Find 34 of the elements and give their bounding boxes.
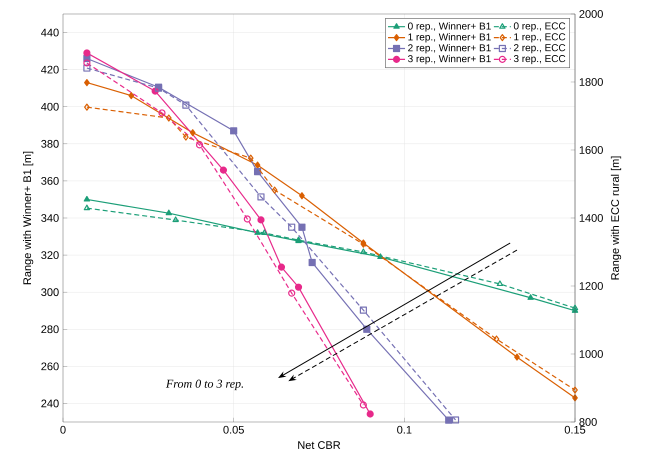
y-tick-label: 380 — [41, 140, 59, 148]
y-tick-label: 340 — [41, 214, 59, 222]
legend-label: 2 rep., Winner+ B1 — [408, 44, 491, 54]
legend-label: 0 rep., Winner+ B1 — [408, 22, 491, 32]
y2-tick-label: 1000 — [580, 350, 603, 358]
y2-tick-label: 1800 — [580, 78, 603, 86]
x-tick-label: 0.1 — [397, 426, 412, 434]
y-tick-label: 240 — [41, 400, 59, 408]
legend-label: 3 rep., ECC — [514, 55, 566, 64]
x-tick-label: 0.05 — [223, 426, 244, 434]
x-axis-title: Net CBR — [298, 441, 340, 449]
x-tick-label: 0 — [60, 426, 66, 434]
y-tick-label: 320 — [41, 251, 59, 259]
y-tick-label: 260 — [41, 362, 59, 370]
annotation: From 0 to 3 rep. — [166, 380, 243, 390]
legend-label: 3 rep., Winner+ B1 — [408, 54, 491, 64]
legend-label: 1 rep., Winner+ B1 — [408, 33, 491, 42]
y2-tick-label: 2000 — [579, 10, 603, 18]
y2-tick-label: 1400 — [580, 214, 603, 222]
y-axis-title: Range with Winner+ B1 [m] — [22, 152, 34, 284]
y2-axis-title: Range with ECC rural [m] — [610, 156, 622, 280]
y-tick-label: 280 — [41, 325, 59, 334]
y-tick-label: 300 — [41, 288, 59, 296]
legend-label: 1 rep., ECC — [514, 33, 566, 42]
y2-tick-label: 1600 — [580, 146, 603, 154]
y-tick-label: 440 — [41, 28, 59, 36]
legend-label: 0 rep., ECC — [514, 22, 566, 32]
legend-label: 2 rep., ECC — [514, 44, 566, 54]
y-tick-label: 360 — [41, 177, 59, 185]
y-tick-label: 400 — [41, 102, 59, 111]
y2-tick-label: 800 — [579, 418, 597, 426]
y-tick-label: 420 — [41, 66, 59, 74]
x-tick-label: 0.15 — [564, 426, 586, 434]
y2-tick-label: 1200 — [580, 282, 603, 290]
